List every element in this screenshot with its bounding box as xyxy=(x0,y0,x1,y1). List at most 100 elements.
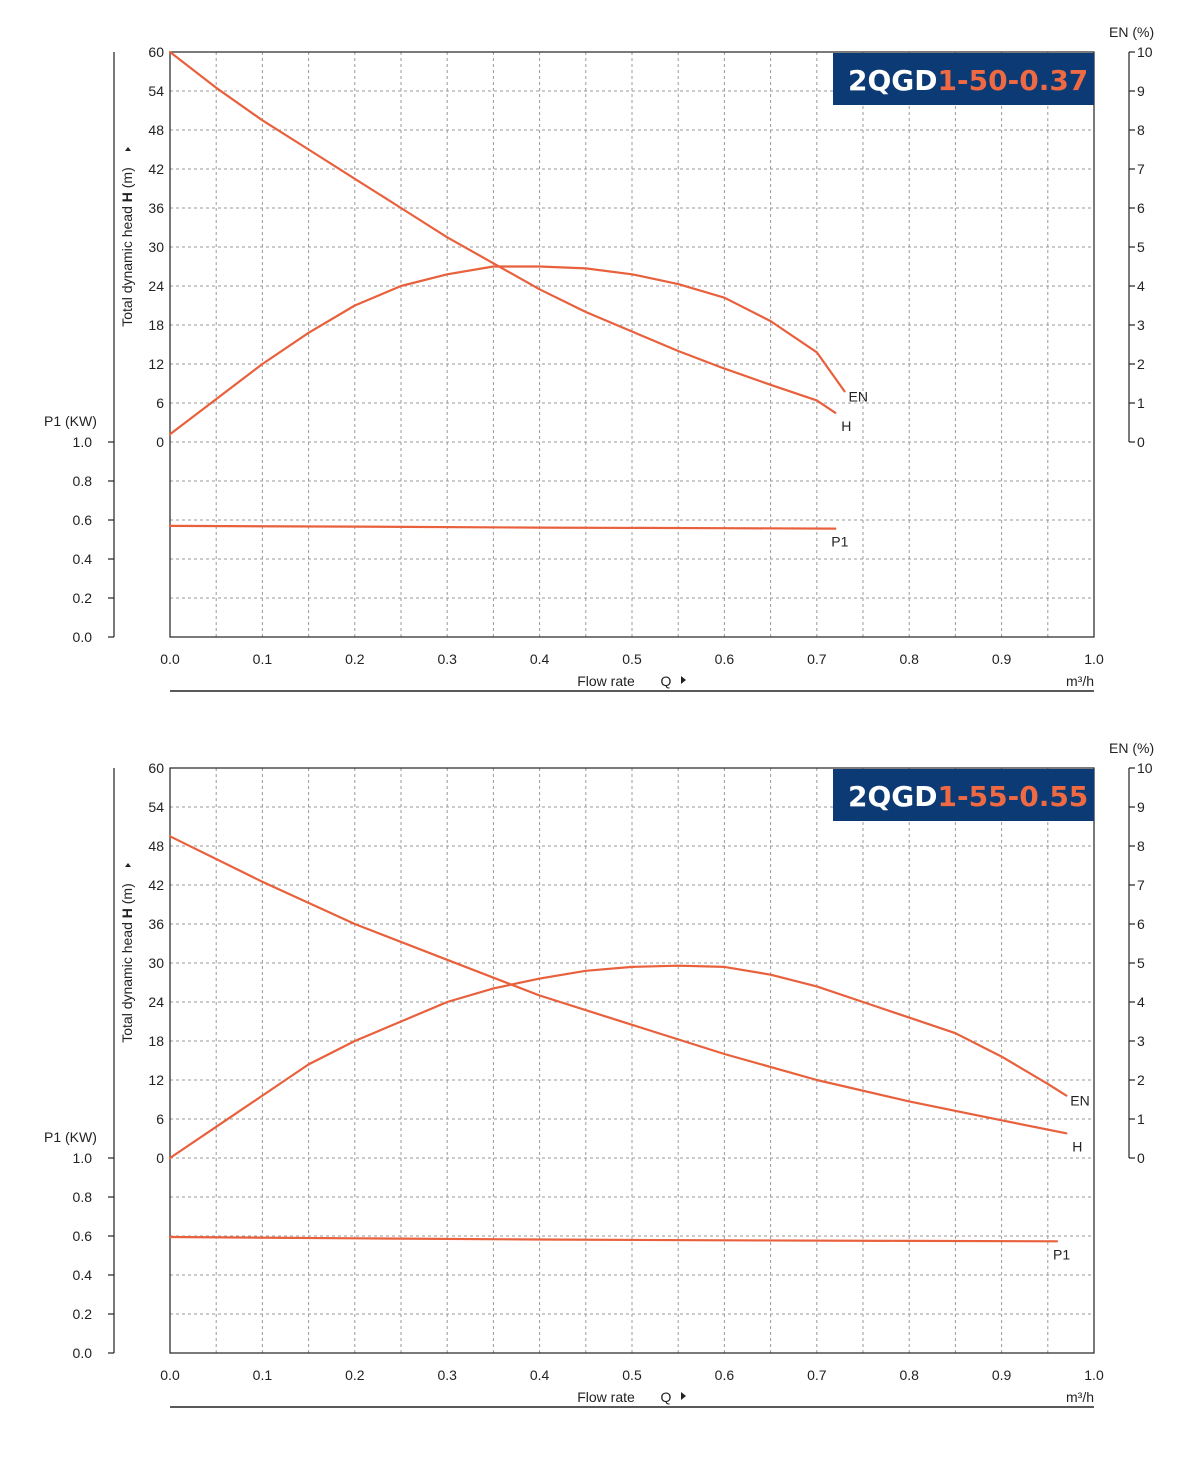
efficiency-tick-label: 4 xyxy=(1137,994,1145,1010)
power-tick-label: 0.4 xyxy=(73,551,93,567)
head-axis-arrow-icon xyxy=(125,863,131,867)
x-axis-symbol: Q xyxy=(661,1389,672,1405)
power-axis-title: P1 (KW) xyxy=(44,1129,97,1145)
x-tick-label: 0.4 xyxy=(530,1367,550,1383)
efficiency-tick-label: 2 xyxy=(1137,356,1145,372)
model-badge: 2QGD1-55-0.55 xyxy=(833,769,1094,821)
efficiency-tick-label: 6 xyxy=(1137,200,1145,216)
x-tick-label: 0.7 xyxy=(807,651,827,667)
curves: H EN P1 xyxy=(168,50,868,550)
efficiency-tick-label: 0 xyxy=(1137,434,1145,450)
head-tick-label: 48 xyxy=(148,838,164,854)
model-code-prefix: 2QGD xyxy=(848,780,938,813)
efficiency-tick-label: 8 xyxy=(1137,838,1145,854)
head-tick-label: 36 xyxy=(148,916,164,932)
pump-curve-chart-2: 0 6 12 18 24 30 36 42 48 54 60 Total dynamic head H… xyxy=(0,716,1200,1432)
x-tick-label: 0.9 xyxy=(992,1367,1012,1383)
head-tick-label: 60 xyxy=(148,760,164,776)
model-code-prefix: 2QGD xyxy=(848,64,938,97)
head-axis-title-symbol: H xyxy=(119,908,135,918)
x-tick-label: 0.6 xyxy=(715,1367,735,1383)
x-tick-label: 1.0 xyxy=(1084,651,1104,667)
plot-frame xyxy=(169,51,1095,638)
head-tick-label: 42 xyxy=(148,877,164,893)
series-label-h: H xyxy=(841,418,851,434)
efficiency-tick-label: 7 xyxy=(1137,877,1145,893)
efficiency-tick-label: 5 xyxy=(1137,239,1145,255)
pump-curve-chart-1: 0 6 12 18 24 30 36 42 48 54 60 Total dynamic head H… xyxy=(0,0,1200,716)
efficiency-tick-label: 8 xyxy=(1137,122,1145,138)
head-tick-label: 0 xyxy=(156,434,164,450)
model-code: 2QGD1-50-0.37 xyxy=(848,64,1088,97)
series-line-en xyxy=(168,265,846,436)
x-tick-label: 0.0 xyxy=(160,1367,180,1383)
head-axis-title-unit: (m) xyxy=(119,167,135,192)
efficiency-tick-label: 0 xyxy=(1137,1150,1145,1166)
x-tick-label: 0.8 xyxy=(899,651,919,667)
power-axis-title: P1 (KW) xyxy=(44,413,97,429)
efficiency-axis-title: EN (%) xyxy=(1109,24,1154,40)
head-axis-title-unit: (m) xyxy=(119,883,135,908)
model-code-suffix: 1-55-0.55 xyxy=(938,780,1089,813)
power-axis: 0.0 0.2 0.4 0.6 0.8 1.0 P1 (KW) xyxy=(44,413,115,645)
head-axis-title: Total dynamic head H (m) xyxy=(119,883,135,1043)
head-tick-label: 54 xyxy=(148,83,164,99)
curves: H EN P1 xyxy=(168,835,1090,1262)
head-tick-label: 60 xyxy=(148,44,164,60)
x-tick-label: 0.7 xyxy=(807,1367,827,1383)
head-tick-label: 12 xyxy=(148,1072,164,1088)
head-axis-title-text: Total dynamic head xyxy=(119,918,135,1043)
power-axis: 0.0 0.2 0.4 0.6 0.8 1.0 P1 (KW) xyxy=(44,1129,115,1361)
power-tick-label: 0.0 xyxy=(73,1345,93,1361)
power-tick-label: 0.6 xyxy=(73,1228,93,1244)
series-label-en: EN xyxy=(1070,1093,1089,1109)
series-line-h xyxy=(168,50,837,414)
x-tick-label: 0.1 xyxy=(253,651,273,667)
x-axis-title: Flow rate xyxy=(577,673,635,689)
power-tick-label: 1.0 xyxy=(73,1150,93,1166)
x-tick-label: 0.2 xyxy=(345,651,365,667)
series-label-p1: P1 xyxy=(831,534,848,550)
power-tick-label: 0.2 xyxy=(73,1306,93,1322)
efficiency-tick-label: 9 xyxy=(1137,799,1145,815)
x-axis-symbol: Q xyxy=(661,673,672,689)
power-tick-label: 0.0 xyxy=(73,629,93,645)
efficiency-tick-label: 5 xyxy=(1137,955,1145,971)
head-tick-label: 12 xyxy=(148,356,164,372)
x-axis-unit: m³/h xyxy=(1066,673,1094,689)
power-tick-label: 0.8 xyxy=(73,1189,93,1205)
power-tick-label: 0.4 xyxy=(73,1267,93,1283)
efficiency-tick-label: 1 xyxy=(1137,395,1145,411)
head-axis-title: Total dynamic head H (m) xyxy=(119,167,135,327)
head-tick-label: 42 xyxy=(148,161,164,177)
series-line-en xyxy=(168,964,1068,1160)
head-tick-label: 24 xyxy=(148,278,164,294)
x-axis-unit: m³/h xyxy=(1066,1389,1094,1405)
head-tick-label: 36 xyxy=(148,200,164,216)
model-code-suffix: 1-50-0.37 xyxy=(938,64,1089,97)
model-badge: 2QGD1-50-0.37 xyxy=(833,53,1094,105)
x-tick-label: 0.3 xyxy=(437,651,457,667)
efficiency-tick-label: 3 xyxy=(1137,317,1145,333)
power-tick-label: 0.2 xyxy=(73,590,93,606)
efficiency-axis: 0 1 2 3 4 5 6 7 8 9 10 EN (%) xyxy=(1109,740,1154,1166)
head-axis: 0 6 12 18 24 30 36 42 48 54 60 Total dynamic head H… xyxy=(113,760,164,1166)
x-tick-label: 0.6 xyxy=(715,651,735,667)
x-axis-arrow-icon xyxy=(681,676,686,684)
series-line-p1 xyxy=(168,1235,1059,1243)
head-axis-arrow-icon xyxy=(125,147,131,151)
power-tick-label: 0.6 xyxy=(73,512,93,528)
efficiency-axis: 0 1 2 3 4 5 6 7 8 9 10 EN (%) xyxy=(1109,24,1154,450)
x-tick-label: 0.4 xyxy=(530,651,550,667)
x-axis: 0.0 0.1 0.2 0.3 0.4 0.5 0.6 0.7 0.8 0.9 1.0 Flow ra… xyxy=(160,1367,1104,1408)
grid xyxy=(170,768,1094,1353)
head-tick-label: 30 xyxy=(148,955,164,971)
efficiency-tick-label: 3 xyxy=(1137,1033,1145,1049)
model-badge-box xyxy=(833,53,1094,105)
head-tick-label: 6 xyxy=(156,1111,164,1127)
head-tick-label: 54 xyxy=(148,799,164,815)
x-axis: 0.0 0.1 0.2 0.3 0.4 0.5 0.6 0.7 0.8 0.9 1.0 Flow ra… xyxy=(160,651,1104,692)
plot-frame xyxy=(169,767,1095,1354)
